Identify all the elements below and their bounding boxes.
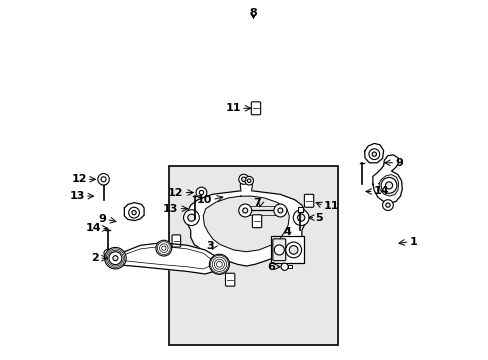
Text: 11: 11 (323, 201, 338, 211)
Text: 7: 7 (252, 198, 260, 208)
Circle shape (277, 208, 282, 213)
Circle shape (297, 214, 304, 221)
Polygon shape (124, 203, 144, 221)
Circle shape (244, 176, 253, 185)
Text: 12: 12 (168, 188, 183, 198)
Circle shape (289, 246, 297, 254)
Bar (297, 207, 302, 212)
Text: 8: 8 (249, 8, 257, 18)
Circle shape (247, 179, 250, 183)
Bar (169, 166, 337, 345)
Circle shape (285, 242, 301, 258)
Circle shape (209, 254, 229, 274)
Circle shape (368, 149, 379, 159)
Text: 13: 13 (69, 191, 85, 201)
Text: 12: 12 (71, 174, 86, 184)
Polygon shape (240, 178, 252, 191)
Text: 14: 14 (373, 186, 388, 197)
Bar (287, 265, 291, 268)
Circle shape (293, 210, 308, 226)
Circle shape (274, 245, 284, 255)
Circle shape (382, 200, 392, 211)
FancyBboxPatch shape (172, 235, 180, 247)
Text: 1: 1 (408, 237, 416, 247)
Text: 6: 6 (267, 262, 275, 272)
Circle shape (238, 174, 248, 184)
Circle shape (104, 247, 126, 269)
Circle shape (385, 203, 389, 207)
Text: 2: 2 (91, 253, 99, 263)
Circle shape (273, 204, 286, 217)
Polygon shape (115, 243, 219, 274)
Circle shape (241, 177, 245, 181)
Text: 13: 13 (163, 204, 178, 214)
Circle shape (132, 211, 136, 215)
Circle shape (128, 207, 139, 218)
Polygon shape (364, 143, 383, 163)
FancyBboxPatch shape (225, 273, 234, 286)
FancyBboxPatch shape (251, 102, 260, 115)
Circle shape (104, 249, 111, 257)
Polygon shape (378, 175, 398, 196)
Circle shape (109, 252, 122, 265)
Text: 9: 9 (394, 158, 402, 168)
Text: 10: 10 (197, 195, 212, 205)
Polygon shape (187, 184, 305, 266)
Text: 11: 11 (225, 103, 241, 113)
Circle shape (371, 152, 376, 156)
Circle shape (156, 240, 171, 256)
Circle shape (98, 174, 109, 185)
Circle shape (187, 214, 195, 221)
Bar (271, 236, 304, 263)
Text: 3: 3 (206, 241, 214, 251)
Circle shape (380, 177, 396, 193)
Circle shape (183, 210, 199, 226)
FancyBboxPatch shape (304, 194, 313, 207)
Polygon shape (203, 196, 289, 252)
Circle shape (199, 190, 203, 195)
FancyBboxPatch shape (252, 215, 261, 228)
Circle shape (281, 263, 287, 270)
Text: 5: 5 (315, 213, 323, 222)
Circle shape (101, 177, 106, 182)
Polygon shape (372, 155, 402, 203)
Circle shape (238, 204, 251, 217)
Text: 14: 14 (85, 224, 101, 233)
Text: 9: 9 (99, 215, 106, 224)
FancyBboxPatch shape (272, 239, 285, 261)
Circle shape (113, 256, 118, 261)
Text: 4: 4 (283, 227, 291, 237)
Circle shape (242, 208, 247, 213)
Circle shape (385, 182, 392, 189)
Circle shape (196, 187, 206, 198)
